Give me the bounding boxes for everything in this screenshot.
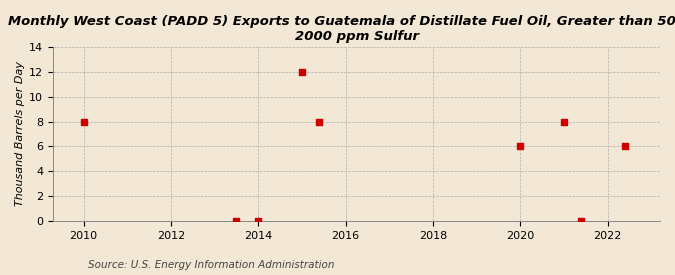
Text: Source: U.S. Energy Information Administration: Source: U.S. Energy Information Administ…	[88, 260, 334, 270]
Point	[253, 219, 264, 223]
Point	[231, 219, 242, 223]
Point	[515, 144, 526, 148]
Point	[576, 219, 587, 223]
Title: Monthly West Coast (PADD 5) Exports to Guatemala of Distillate Fuel Oil, Greater: Monthly West Coast (PADD 5) Exports to G…	[8, 15, 675, 43]
Point	[314, 119, 325, 124]
Point	[78, 119, 89, 124]
Point	[620, 144, 630, 148]
Y-axis label: Thousand Barrels per Day: Thousand Barrels per Day	[15, 62, 25, 207]
Point	[296, 70, 307, 74]
Point	[558, 119, 569, 124]
